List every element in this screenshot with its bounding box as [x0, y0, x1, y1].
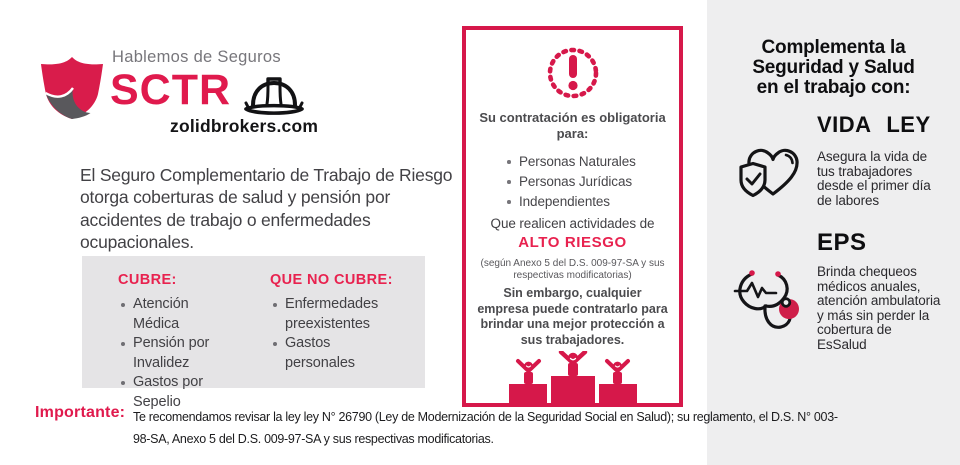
eps-description: Brinda chequeos médicos anuales, atenció… — [817, 264, 941, 352]
obligation-list: Personas Naturales Personas Jurídicas In… — [505, 152, 636, 212]
alert-exclamation-icon — [544, 44, 602, 107]
obligation-footnote: Sin embargo, cualquier empresa puede con… — [477, 286, 668, 347]
list-item: Personas Naturales — [505, 152, 636, 172]
list-item: Enfermedades preexistentes — [270, 295, 378, 334]
list-item: Gastos por Sepelio — [118, 373, 236, 412]
list-item: Personas Jurídicas — [505, 172, 636, 192]
side-panel-title-line: en el trabajo con: — [756, 77, 911, 98]
coverage-box: CUBRE: Atención Médica Pensión por Inval… — [82, 256, 425, 410]
covers-list: Atención Médica Pensión por Invalidez Ga… — [118, 295, 236, 412]
brand-shield-icon — [37, 56, 107, 125]
list-item: Gastos personales — [270, 334, 370, 373]
stethoscope-icon — [731, 262, 807, 343]
vida-ley-title: VIDA LEY — [817, 112, 931, 137]
website-link[interactable]: zolidbrokers.com — [170, 116, 319, 136]
brand-tagline: Hablemos de Seguros — [112, 48, 281, 66]
heart-shield-icon — [732, 143, 808, 206]
activities-line: Que realicen actividades de — [490, 216, 655, 231]
intro-paragraph: El Seguro Complementario de Trabajo de R… — [80, 164, 453, 253]
not-covers-title: QUE NO CUBRE: — [270, 272, 393, 288]
covers-title: CUBRE: — [118, 272, 177, 288]
vida-ley-description: Asegura la vida de tus trabajadores desd… — [817, 149, 931, 208]
covers-column: CUBRE: Atención Médica Pensión por Inval… — [118, 272, 236, 412]
important-text: Te recomendamos revisar la ley ley N° 26… — [133, 410, 838, 446]
list-item: Atención Médica — [118, 295, 236, 334]
winners-podium-icon — [507, 349, 639, 403]
legal-note: (según Anexo 5 del D.S. 009-97-SA y sus … — [480, 258, 665, 281]
list-item: Pensión por Invalidez — [118, 334, 236, 373]
side-panel-title-line: Complementa la — [761, 37, 906, 58]
not-covers-list: Enfermedades preexistentes Gastos person… — [270, 295, 378, 373]
not-covers-column: QUE NO CUBRE: Enfermedades preexistentes… — [270, 272, 393, 373]
side-panel-title-line: Seguridad y Salud — [752, 57, 915, 78]
eps-title: EPS — [817, 229, 867, 256]
obligation-box: Su contratación es obligatoria para: Per… — [462, 26, 683, 407]
side-panel: Complementa la Seguridad y Salud en el t… — [707, 0, 960, 465]
obligation-title: Su contratación es obligatoria para: — [479, 110, 666, 141]
important-label: Importante: — [35, 404, 126, 421]
brand-name: SCTR — [110, 66, 232, 114]
high-risk-label: ALTO RIESGO — [518, 234, 627, 251]
side-panel-title: Complementa la Seguridad y Salud en el t… — [707, 38, 960, 98]
list-item: Independientes — [505, 192, 636, 212]
helmet-icon — [243, 76, 305, 127]
